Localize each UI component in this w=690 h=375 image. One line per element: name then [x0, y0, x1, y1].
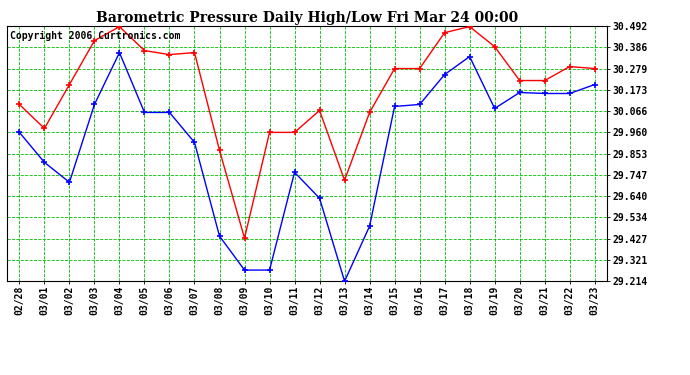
Text: Copyright 2006 Curtronics.com: Copyright 2006 Curtronics.com — [10, 32, 180, 41]
Title: Barometric Pressure Daily High/Low Fri Mar 24 00:00: Barometric Pressure Daily High/Low Fri M… — [96, 11, 518, 25]
